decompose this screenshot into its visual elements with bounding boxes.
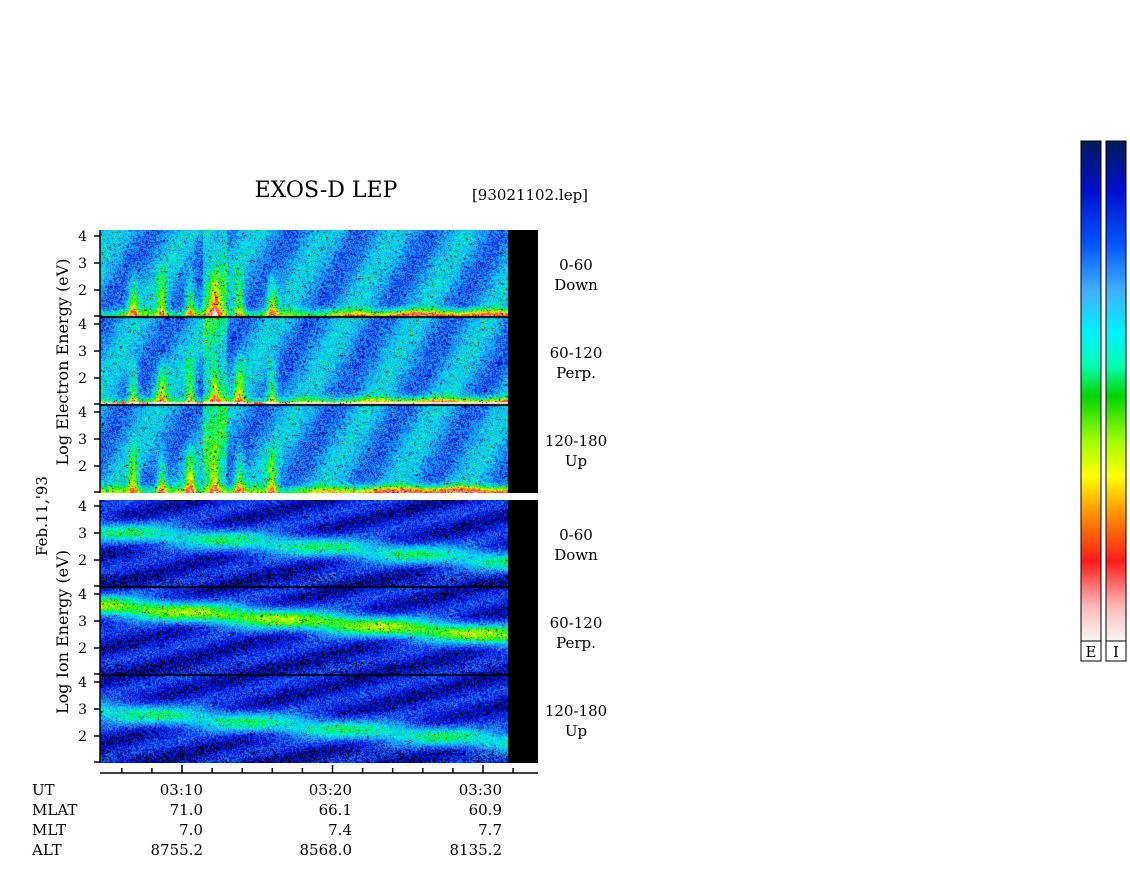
y-tick-label: 2	[78, 729, 87, 745]
colorbar-ion-label-box	[1105, 640, 1127, 662]
chart-title: EXOS-D LEP	[255, 178, 398, 203]
panel-direction-label: Down	[554, 546, 598, 564]
colorbar-electron: E	[1080, 140, 1102, 662]
colorbar-electron-label: E	[1086, 643, 1097, 661]
ephemeris-row-label: UT	[32, 781, 55, 799]
panel-direction-label: Up	[565, 452, 587, 470]
axes-layer: 4 3 2 4 3 2 4 3 2 4 3 2 4 3 2 4 3 2	[78, 229, 101, 763]
y-tick-label: 4	[78, 587, 87, 603]
file-label: [93021102.lep]	[472, 186, 588, 204]
y-tick-label: 3	[78, 614, 87, 630]
y-tick-label: 4	[78, 317, 87, 333]
y-tick-label: 4	[78, 499, 87, 515]
colorbar-electron-label-box	[1080, 640, 1102, 662]
y-tick-label: 4	[78, 229, 87, 245]
y-tick-label: 3	[78, 344, 87, 360]
ephemeris-value: 71.0	[170, 801, 203, 819]
ephemeris-value: 03:10	[160, 781, 203, 799]
date-label: Feb.11,'93	[33, 476, 51, 556]
y-axis-label: Log Ion Energy (eV)	[53, 550, 72, 714]
y-tick-label: 4	[78, 675, 87, 691]
ephemeris-value: 8135.2	[450, 841, 503, 859]
ephemeris-value: 7.7	[478, 821, 502, 839]
electron-ylabel: Log Electron Energy (eV)	[53, 259, 72, 466]
y-tick-label: 3	[78, 432, 87, 448]
panel-pitch-label: 120-180	[545, 702, 607, 720]
panel-pitch-label: 0-60	[559, 526, 593, 544]
colorbar-ion-gradient	[1105, 140, 1127, 642]
ion-spectrogram-group	[100, 500, 538, 763]
y-tick-label: 3	[78, 256, 87, 272]
ephemeris-row-label: MLT	[32, 821, 66, 839]
colorbar-ion: I	[1105, 140, 1127, 662]
ephemeris-value: 7.4	[328, 821, 352, 839]
y-tick-label: 3	[78, 526, 87, 542]
ion-spectrogram	[100, 500, 538, 763]
panel-direction-label: Perp.	[556, 634, 596, 652]
panel-labels: 0-60 Down 60-120 Perp. 120-180 Up 0-60 Down 60-1…	[545, 256, 607, 740]
ephemeris-value: 03:20	[309, 781, 352, 799]
y-tick-label: 2	[78, 553, 87, 569]
panel-direction-label: Down	[554, 276, 598, 294]
y-tick-label: 2	[78, 459, 87, 475]
electron-spectrogram	[100, 230, 538, 493]
ephemeris-value: 66.1	[319, 801, 352, 819]
ephemeris-value: 8755.2	[151, 841, 204, 859]
time-axis	[100, 765, 538, 774]
panel-pitch-label: 60-120	[550, 344, 603, 362]
panel-pitch-label: 60-120	[550, 614, 603, 632]
panel-pitch-label: 120-180	[545, 432, 607, 450]
ephemeris-row-label: MLAT	[32, 801, 77, 819]
ion-ylabel: Log Ion Energy (eV)	[53, 550, 72, 714]
ephemeris-value: 60.9	[469, 801, 502, 819]
y-tick-label: 2	[78, 371, 87, 387]
panel-pitch-label: 0-60	[559, 256, 593, 274]
y-tick-label: 2	[78, 283, 87, 299]
colorbar-ion-label: I	[1113, 643, 1119, 661]
ephemeris-value: 03:30	[459, 781, 502, 799]
y-tick-label: 3	[78, 702, 87, 718]
y-tick-label: 2	[78, 641, 87, 657]
electron-spectrogram-group	[100, 230, 538, 493]
y-axis-label: Log Electron Energy (eV)	[53, 259, 72, 466]
y-tick-label: 4	[78, 405, 87, 421]
colorbar-electron-gradient	[1080, 140, 1102, 642]
ephemeris-value: 7.0	[179, 821, 203, 839]
ephemeris-value: 8568.0	[300, 841, 353, 859]
ephemeris-row-label: ALT	[31, 841, 62, 859]
ephemeris-table: UT MLAT MLT ALT 03:10 71.0 7.0 8755.2 03:20 66.1 7…	[31, 781, 502, 859]
panel-direction-label: Perp.	[556, 364, 596, 382]
panel-direction-label: Up	[565, 722, 587, 740]
